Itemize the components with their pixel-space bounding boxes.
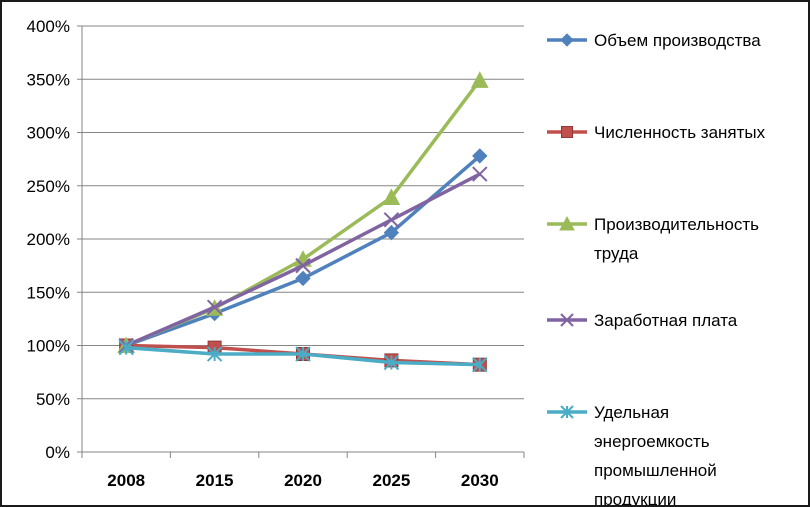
series-3 (117, 71, 489, 353)
data-point (472, 148, 488, 164)
x-tick-label: 2015 (196, 471, 234, 490)
x-tick-label: 2020 (284, 471, 322, 490)
legend-label: Удельная (594, 403, 669, 422)
data-point (561, 126, 573, 138)
y-tick-label: 250% (27, 177, 70, 196)
x-tick-label: 2030 (461, 471, 499, 490)
axes (77, 25, 525, 458)
legend-entry-2: Численность занятых (547, 123, 766, 142)
y-tick-label: 100% (27, 337, 70, 356)
legend-label: Объем производства (594, 31, 761, 50)
series-5 (118, 339, 488, 373)
y-tick-label: 0% (45, 443, 70, 462)
data-point (383, 224, 400, 241)
data-point (383, 354, 400, 371)
legend-entry-3: Производительность труда (547, 215, 759, 263)
data-point (470, 71, 489, 88)
y-axis-ticks: 0% 50% 100% 150% 200% 250% 300% 350% 400% (27, 17, 70, 462)
data-point (559, 215, 575, 231)
y-tick-label: 300% (27, 124, 70, 143)
data-point (560, 33, 574, 47)
legend-entry-5: Удельная энергоемкость промышленной продукц… (547, 403, 717, 505)
y-tick-label: 50% (36, 390, 70, 409)
x-tick-label: 2008 (107, 471, 145, 490)
legend: Объем производства Численность занятых Про… (547, 31, 766, 505)
data-point (472, 166, 488, 182)
gridlines (82, 25, 524, 400)
data-point (295, 257, 311, 274)
series-line (125, 79, 482, 348)
data-point (118, 339, 134, 356)
legend-entry-4: Заработная плата (547, 311, 738, 330)
data-point (560, 405, 574, 419)
x-tick-label: 2025 (372, 471, 410, 490)
data-point (472, 356, 488, 373)
data-point (382, 188, 401, 205)
data-point (383, 212, 400, 228)
y-tick-label: 200% (27, 230, 70, 249)
legend-label: продукции (594, 490, 676, 505)
data-point (560, 313, 574, 327)
data-point (295, 346, 311, 362)
legend-label: Заработная плата (594, 311, 738, 330)
data-point (206, 346, 223, 362)
data-point (206, 299, 223, 315)
legend-entry-1: Объем производства (547, 31, 761, 50)
data-point (295, 270, 311, 287)
x-axis-ticks: 2008 2015 2020 2025 2030 (107, 471, 498, 490)
legend-label: Численность занятых (594, 123, 766, 142)
legend-label: труда (594, 244, 639, 263)
legend-label: энергоемкость (594, 432, 710, 451)
legend-label: Производительность (594, 215, 759, 234)
legend-label: промышленной (594, 461, 717, 480)
y-tick-label: 350% (27, 70, 70, 89)
y-tick-label: 400% (27, 17, 70, 36)
y-tick-label: 150% (27, 283, 70, 302)
series-group (117, 71, 489, 373)
